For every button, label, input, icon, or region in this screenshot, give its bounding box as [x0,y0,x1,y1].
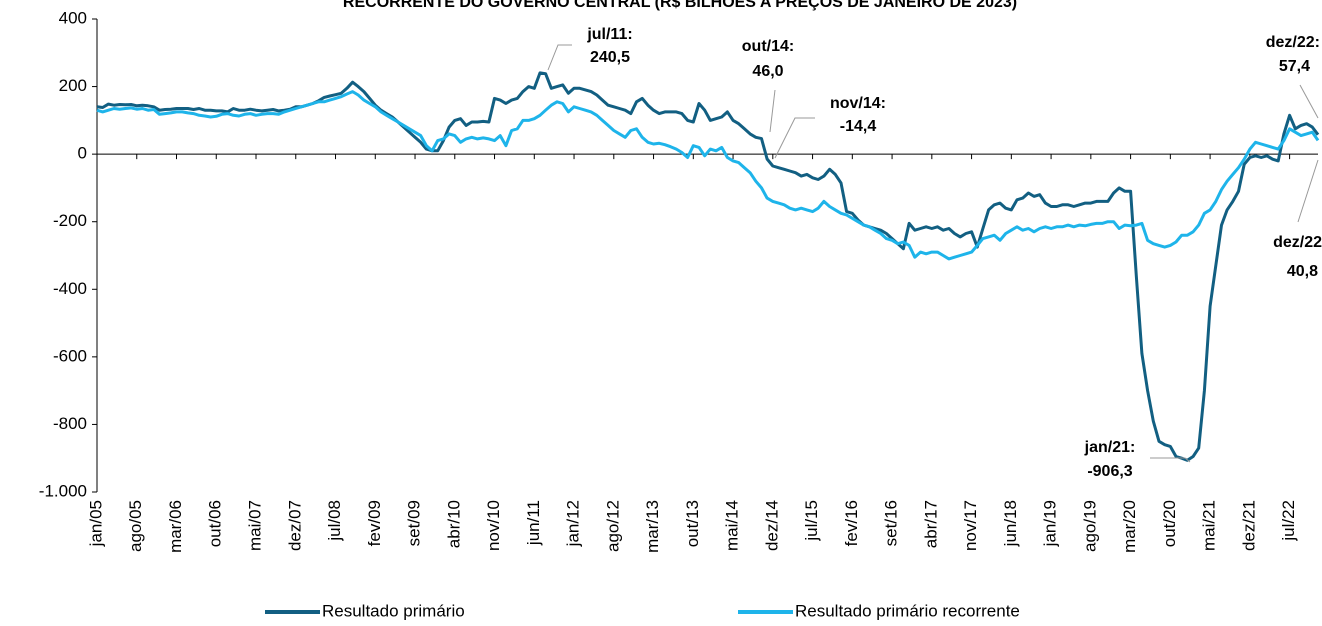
x-tick-label: jan/05 [86,500,105,547]
annotation: jul/11: [586,26,632,43]
series-line [96,90,1320,261]
leader [769,89,776,133]
annotation: 57,4 [1279,58,1310,75]
x-tick-label: mar/20 [1120,500,1139,553]
x-tick-label: ago/19 [1080,500,1099,552]
annotations: jul/11: 240,5 out/14: 46,0 nov/14: -14,4… [547,26,1322,480]
x-tick-label: ago/05 [126,500,145,552]
annotation: nov/14: [830,95,886,112]
x-tick-label: mar/06 [166,500,185,553]
x-tick-label: dez/14 [762,500,781,551]
annotation: 240,5 [590,49,630,66]
annotation: jan/21: [1084,439,1136,456]
x-tick-label: ago/12 [603,500,622,552]
x-tick-label: jan/12 [564,500,583,547]
x-tick-label: jul/15 [802,500,821,542]
annotation: dez/22: [1266,34,1320,51]
series-line [96,71,1320,462]
x-tick-label: out/06 [206,500,225,547]
annotation: 40,8 [1287,263,1318,280]
x-tick-label: out/20 [1160,500,1179,547]
y-tick-label: -200 [53,211,87,230]
annotation: out/14: [742,38,794,55]
y-tick-label: -800 [53,414,87,433]
x-tick-label: nov/10 [484,500,503,551]
x-tick-label: out/13 [683,500,702,547]
y-tick-label: 0 [78,144,87,163]
x-tick-label: fev/16 [842,500,861,546]
legend-label: Resultado primário [322,601,465,620]
x-tick-label: mai/14 [723,500,742,551]
leader [774,117,815,159]
y-tick-label: -400 [53,279,87,298]
y-tick-label: -600 [53,346,87,365]
x-tick-label: mai/07 [245,500,264,551]
leader [547,44,572,71]
x-tick-label: mar/13 [643,500,662,553]
y-tick-label: 200 [59,76,87,95]
x-tick-label: jun/18 [1001,500,1020,547]
x-tick-label: abr/17 [921,500,940,548]
annotation: 46,0 [752,63,783,80]
x-tick-label: fev/09 [365,500,384,546]
x-tick-label: set/09 [405,500,424,546]
x-tick-label: abr/10 [444,500,463,548]
legend-label: Resultado primário recorrente [795,601,1020,620]
x-tick-label: set/16 [882,500,901,546]
leader [1297,159,1319,223]
leader [1299,84,1319,119]
y-tick-label: -1.000 [39,481,87,500]
x-tick-label: jul/08 [325,500,344,542]
y-tick-label: 400 [59,8,87,27]
leader [1150,457,1191,463]
x-tick-label: jan/19 [1041,500,1060,547]
x-tick-label: mai/21 [1200,500,1219,551]
chart-title: RECORRENTE DO GOVERNO CENTRAL (R$ BILHÕE… [343,0,1017,11]
annotation: -906,3 [1087,463,1132,480]
x-tick-label: jul/22 [1279,500,1298,542]
annotation: dez/22 [1273,234,1322,251]
x-tick-label: dez/21 [1239,500,1258,551]
x-tick-label: jun/11 [524,500,543,546]
annotation: -14,4 [840,118,877,135]
x-tick-label: dez/07 [285,500,304,551]
x-tick-label: nov/17 [961,500,980,551]
